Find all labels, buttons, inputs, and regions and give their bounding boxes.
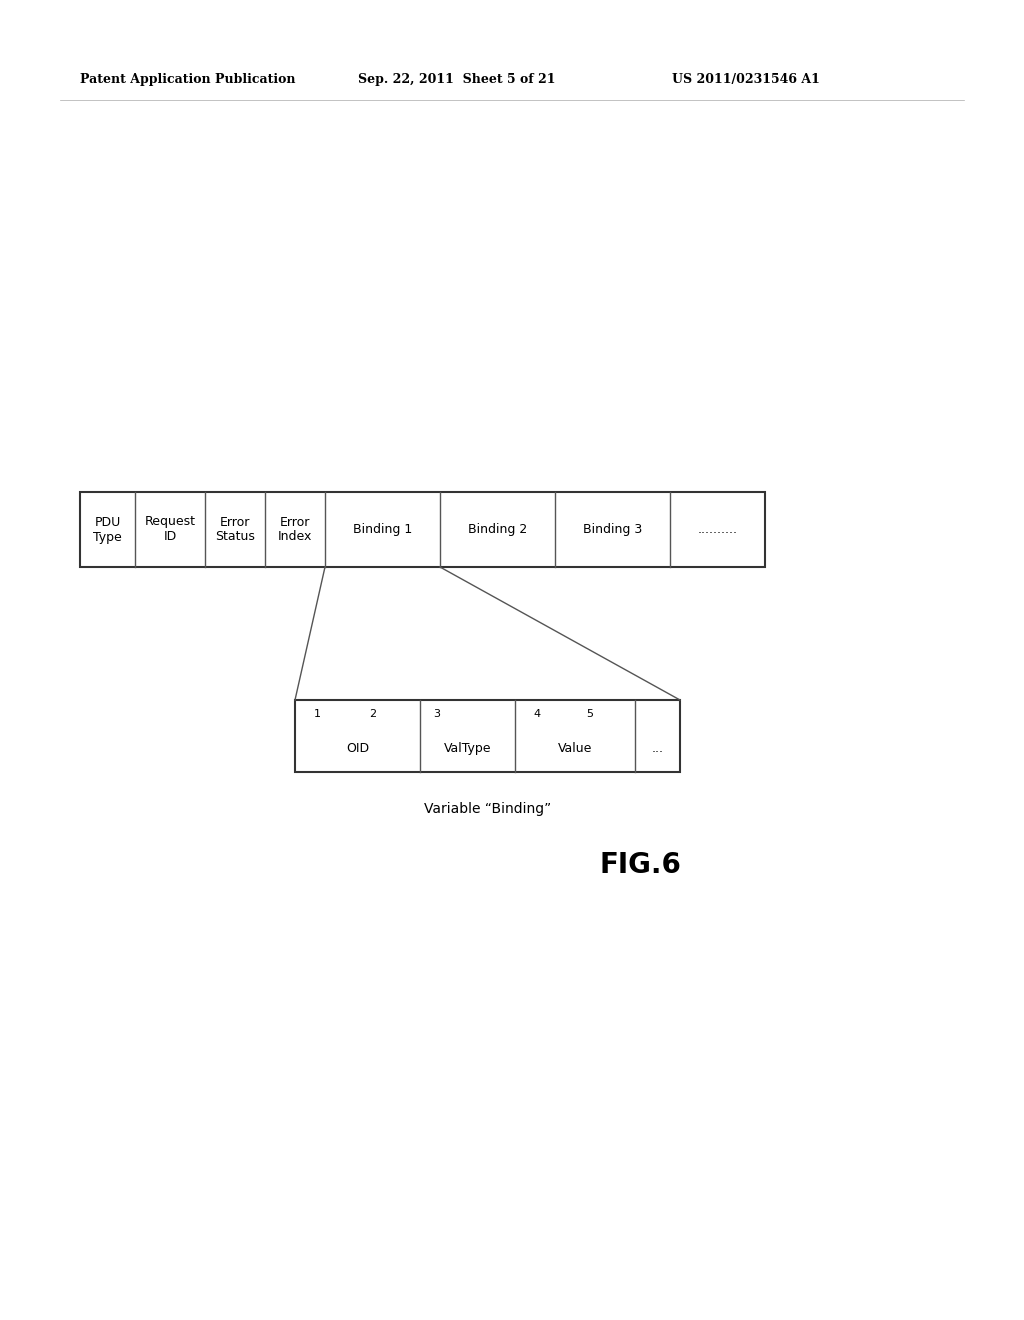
Text: OID: OID <box>346 742 369 755</box>
Bar <box>80 492 765 568</box>
Text: Patent Application Publication: Patent Application Publication <box>80 74 296 87</box>
Text: 1: 1 <box>314 709 321 719</box>
Text: US 2011/0231546 A1: US 2011/0231546 A1 <box>672 74 820 87</box>
Text: Request
ID: Request ID <box>144 516 196 544</box>
Text: Error
Index: Error Index <box>278 516 312 544</box>
Text: ValType: ValType <box>443 742 492 755</box>
Text: Binding 3: Binding 3 <box>583 523 642 536</box>
Text: Error
Status: Error Status <box>215 516 255 544</box>
Text: FIG.6: FIG.6 <box>599 851 681 879</box>
Text: 4: 4 <box>534 709 541 719</box>
Text: Variable “Binding”: Variable “Binding” <box>424 803 551 816</box>
Text: 5: 5 <box>586 709 593 719</box>
Text: ..........: .......... <box>697 523 737 536</box>
Text: Value: Value <box>558 742 592 755</box>
Bar <box>295 700 680 772</box>
Text: Sep. 22, 2011  Sheet 5 of 21: Sep. 22, 2011 Sheet 5 of 21 <box>358 74 555 87</box>
Text: ...: ... <box>651 742 664 755</box>
Text: Binding 1: Binding 1 <box>353 523 412 536</box>
Text: PDU
Type: PDU Type <box>93 516 122 544</box>
Text: Binding 2: Binding 2 <box>468 523 527 536</box>
Text: 2: 2 <box>369 709 376 719</box>
Text: 3: 3 <box>433 709 440 719</box>
